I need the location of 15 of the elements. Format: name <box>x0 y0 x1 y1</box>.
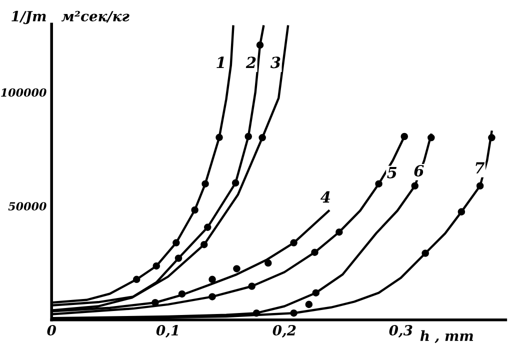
x-axis-title: h , mm <box>420 330 474 344</box>
series-label: 5 <box>387 167 397 178</box>
series-label: 4 <box>320 191 330 203</box>
x-tick-label: 0 <box>47 325 56 336</box>
series-label: 3 <box>270 56 280 68</box>
x-tick-label: 0,1 <box>156 325 178 338</box>
x-tick-label: 0,2 <box>272 325 296 338</box>
y-tick-label: 100000 <box>1 88 46 97</box>
y-axis-title: 1/Jт м²сек/кг <box>12 10 130 24</box>
y-tick-label: 50000 <box>8 202 46 211</box>
x-tick-label: 0,3 <box>389 325 412 338</box>
series-label: 7 <box>476 162 485 174</box>
series-label: 1 <box>216 56 224 68</box>
series-label: 6 <box>414 165 424 177</box>
series-label: 2 <box>246 56 256 68</box>
